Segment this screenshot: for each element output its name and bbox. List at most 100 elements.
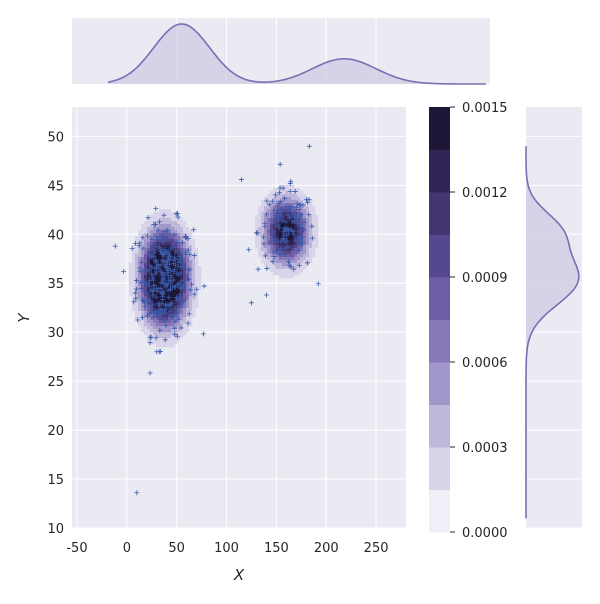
contour-cell (189, 233, 193, 237)
contour-cell (192, 281, 196, 285)
contour-cell (270, 239, 274, 243)
contour-cell (129, 293, 133, 297)
contour-cell (195, 278, 199, 282)
contour-cell (132, 251, 136, 255)
contour-cell (177, 338, 181, 342)
contour-cell (192, 272, 196, 276)
scatter-point (145, 233, 151, 239)
contour-cell (189, 251, 193, 255)
contour-cell (147, 248, 151, 252)
scatter-point (169, 283, 175, 289)
contour-cell (180, 335, 184, 339)
contour-cell (156, 338, 160, 342)
contour-cell (183, 299, 187, 303)
scatter-point (168, 277, 174, 283)
contour-cell (276, 248, 280, 252)
scatter-point (178, 300, 184, 306)
contour-cell (138, 254, 142, 258)
contour-cell (177, 248, 181, 252)
contour-cell (273, 212, 277, 216)
contour-cell (189, 254, 193, 258)
contour-cell (294, 266, 298, 270)
contour-cell (312, 224, 316, 228)
contour-cell (144, 281, 148, 285)
contour-cell (138, 296, 142, 300)
contour-cell (177, 218, 181, 222)
scatter-point (287, 181, 293, 187)
contour-cell (159, 323, 163, 327)
contour-cell (258, 215, 262, 219)
contour-cell (300, 215, 304, 219)
contour-cell (282, 212, 286, 216)
x-tick-label: 50 (168, 541, 185, 556)
contour-cell (186, 254, 190, 258)
contour-cell (192, 251, 196, 255)
contour-cell (189, 302, 193, 306)
contour-cell (177, 215, 181, 219)
contour-cell (168, 320, 172, 324)
contour-cell (141, 308, 145, 312)
contour-cell (162, 239, 166, 243)
x-axis-ticks: -50 0 50 100 150 200 250 (66, 541, 388, 556)
colorbar-band (429, 192, 450, 235)
contour-cell (141, 239, 145, 243)
contour-cell (183, 269, 187, 273)
contour-cell (159, 218, 163, 222)
contour-cell (171, 233, 175, 237)
contour-cell (300, 239, 304, 243)
contour-cell (168, 335, 172, 339)
contour-cell (162, 305, 166, 309)
contour-cell (165, 293, 169, 297)
contour-cell (165, 254, 169, 258)
contour-cell (282, 257, 286, 261)
contour-cell (297, 221, 301, 225)
scatter-point (175, 214, 181, 220)
contour-cell (303, 230, 307, 234)
scatter-point (147, 283, 153, 289)
contour-cell (297, 197, 301, 201)
contour-cell (129, 284, 133, 288)
contour-cell (282, 224, 286, 228)
contour-cell (261, 221, 265, 225)
contour-cell (300, 266, 304, 270)
contour-cell (156, 230, 160, 234)
contour-cell (183, 257, 187, 261)
contour-cell (159, 254, 163, 258)
contour-cell (138, 320, 142, 324)
contour-cell (276, 242, 280, 246)
contour-cell (168, 236, 172, 240)
contour-cell (147, 290, 151, 294)
contour-cell (180, 332, 184, 336)
contour-cell (159, 209, 163, 213)
contour-cell (159, 293, 163, 297)
contour-cell (177, 323, 181, 327)
contour-cell (276, 236, 280, 240)
contour-cell (156, 254, 160, 258)
contour-cell (165, 284, 169, 288)
contour-cell (312, 242, 316, 246)
y-axis-label: Y (15, 312, 33, 323)
contour-cell (159, 332, 163, 336)
contour-cell (285, 185, 289, 189)
contour-cell (192, 308, 196, 312)
contour-cell (261, 233, 265, 237)
contour-cell (189, 230, 193, 234)
contour-cell (174, 224, 178, 228)
contour-cell (144, 278, 148, 282)
contour-cell (294, 248, 298, 252)
y-tick-label: 20 (47, 424, 64, 439)
contour-cell (312, 245, 316, 249)
contour-cell (183, 272, 187, 276)
scatter-point (194, 286, 200, 292)
contour-cell (147, 275, 151, 279)
contour-cell (156, 335, 160, 339)
contour-cell (165, 335, 169, 339)
contour-cell (282, 242, 286, 246)
y-tick-label: 40 (47, 228, 64, 243)
contour-cell (180, 299, 184, 303)
scatter-point (152, 265, 158, 271)
contour-cell (273, 227, 277, 231)
contour-cell (177, 335, 181, 339)
contour-cell (132, 257, 136, 261)
contour-cell (156, 275, 160, 279)
